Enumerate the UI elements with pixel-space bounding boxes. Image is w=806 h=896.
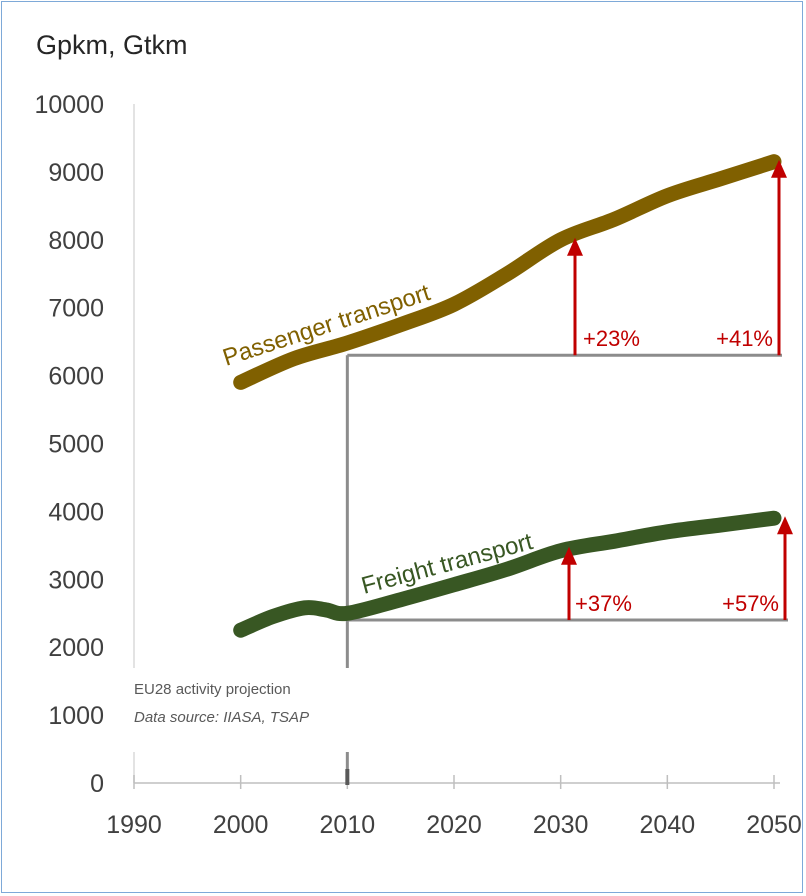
x-tick-label: 2020 [426,811,482,839]
note-title: EU28 activity projection [134,681,291,698]
y-tick-label: 4000 [48,498,104,526]
growth-label: +23% [583,326,640,351]
x-tick-label: 2010 [320,811,376,839]
y-tick-label: 5000 [48,431,104,459]
freight-series-line [233,510,782,638]
x-tick-label: 2030 [533,811,589,839]
growth-label: +37% [575,591,632,616]
x-tick-label: 1990 [106,811,162,839]
growth-arrowhead [777,516,793,535]
y-tick-label: 7000 [48,295,104,323]
y-tick-label: 0 [90,770,104,798]
y-tick-label: 2000 [48,634,104,662]
passenger-series-line [233,154,782,390]
y-tick-label: 10000 [34,91,104,119]
y-tick-label: 8000 [48,227,104,255]
note-source: Data source: IIASA, TSAP [134,709,309,726]
x-tick-label: 2050 [746,811,802,839]
y-axis-label: Gpkm, Gtkm [36,30,188,60]
note-background [118,668,360,752]
series-lines [233,154,782,638]
growth-label: +57% [722,591,779,616]
growth-arrowhead [567,237,583,256]
y-tick-label: 6000 [48,363,104,391]
y-tick-label: 3000 [48,566,104,594]
x-tick-label: 2000 [213,811,269,839]
note-box: EU28 activity projection Data source: II… [118,668,360,752]
y-tick-label: 9000 [48,159,104,187]
axes: 0 1000 2000 3000 4000 5000 6000 7000 8000 9000 100… [34,91,801,839]
x-tick-label: 2040 [640,811,696,839]
growth-arrowhead [771,159,787,178]
growth-label: +41% [716,326,773,351]
y-tick-label: 1000 [48,702,104,730]
growth-arrowhead [561,546,577,565]
growth-arrows: +23% +41% +37% +57% [561,159,793,621]
